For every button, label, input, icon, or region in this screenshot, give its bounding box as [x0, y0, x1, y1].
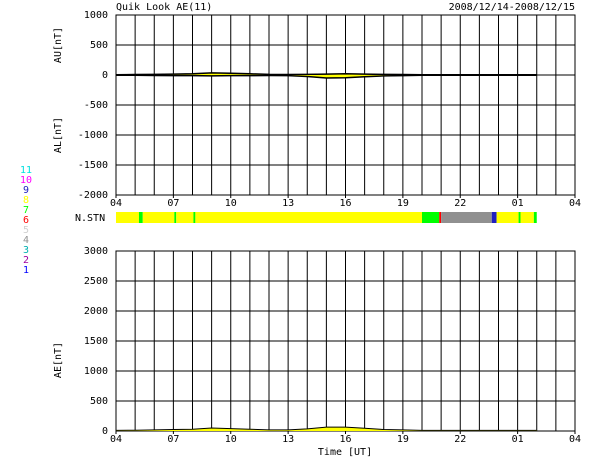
- y-axis-label: AL[nT]: [53, 117, 64, 153]
- x-tick-label: 16: [339, 434, 351, 445]
- legend-entry: 3: [23, 245, 29, 256]
- legend-entry: 11: [20, 165, 32, 176]
- y-tick-label: -2000: [78, 190, 108, 201]
- station-segment: [176, 212, 194, 223]
- x-tick-label: 01: [512, 434, 524, 445]
- area-fill: [116, 427, 537, 431]
- legend-entry: 1: [23, 265, 29, 276]
- x-tick-label: 16: [339, 198, 351, 209]
- y-tick-label: 1000: [84, 10, 108, 21]
- x-tick-label: 04: [110, 434, 122, 445]
- legend-entry: 9: [23, 185, 29, 196]
- y-tick-label: 1500: [84, 336, 108, 347]
- x-tick-label: 07: [167, 198, 179, 209]
- x-tick-label: 04: [110, 198, 122, 209]
- x-tick-label: 13: [282, 434, 294, 445]
- station-segment: [116, 212, 139, 223]
- x-tick-label: 04: [569, 434, 581, 445]
- y-tick-label: 0: [102, 70, 108, 81]
- legend-entry: 2: [23, 255, 29, 266]
- station-segment: [533, 212, 537, 223]
- station-segment: [174, 212, 177, 223]
- station-segment: [496, 212, 519, 223]
- station-segment: [195, 212, 422, 223]
- series-line: [116, 74, 537, 79]
- legend-entry: 6: [23, 215, 29, 226]
- station-segment: [138, 212, 143, 223]
- station-segment: [441, 212, 492, 223]
- legend-entry: 7: [23, 205, 29, 216]
- chart-title: Quik Look AE(11): [116, 2, 212, 13]
- y-tick-label: 500: [90, 40, 108, 51]
- legend-entry: 8: [23, 195, 29, 206]
- station-label: N.STN: [75, 213, 105, 224]
- y-tick-label: 500: [90, 396, 108, 407]
- date-range: 2008/12/14-2008/12/15: [449, 2, 575, 13]
- y-tick-label: -500: [84, 100, 108, 111]
- x-tick-label: 19: [397, 198, 409, 209]
- x-tick-label: 13: [282, 198, 294, 209]
- x-tick-label: 10: [225, 434, 237, 445]
- y-tick-label: -1000: [78, 130, 108, 141]
- x-tick-label: 04: [569, 198, 581, 209]
- x-tick-label: 10: [225, 198, 237, 209]
- station-segment: [439, 212, 442, 223]
- legend-entry: 10: [20, 175, 32, 186]
- y-axis-label: AU[nT]: [53, 27, 64, 63]
- x-tick-label: 22: [454, 434, 466, 445]
- y-tick-label: 2000: [84, 306, 108, 317]
- legend-entry: 4: [23, 235, 29, 246]
- y-tick-label: 2500: [84, 276, 108, 287]
- station-segment: [491, 212, 497, 223]
- y-axis-label: AE[nT]: [53, 342, 64, 378]
- station-segment: [142, 212, 175, 223]
- y-tick-label: 3000: [84, 246, 108, 257]
- legend-entry: 5: [23, 225, 29, 236]
- station-segment: [193, 212, 196, 223]
- x-tick-label: 19: [397, 434, 409, 445]
- series-line: [115, 426, 537, 431]
- y-tick-label: 1000: [84, 366, 108, 377]
- x-tick-label: 01: [512, 198, 524, 209]
- plot-frame: [115, 14, 576, 196]
- y-tick-label: -1500: [78, 160, 108, 171]
- x-tick-label: 22: [454, 198, 466, 209]
- station-segment: [422, 212, 440, 223]
- y-tick-label: 0: [102, 426, 108, 437]
- x-tick-label: 07: [167, 434, 179, 445]
- station-segment: [520, 212, 534, 223]
- x-axis-label: Time [UT]: [318, 447, 372, 458]
- station-segment: [518, 212, 521, 223]
